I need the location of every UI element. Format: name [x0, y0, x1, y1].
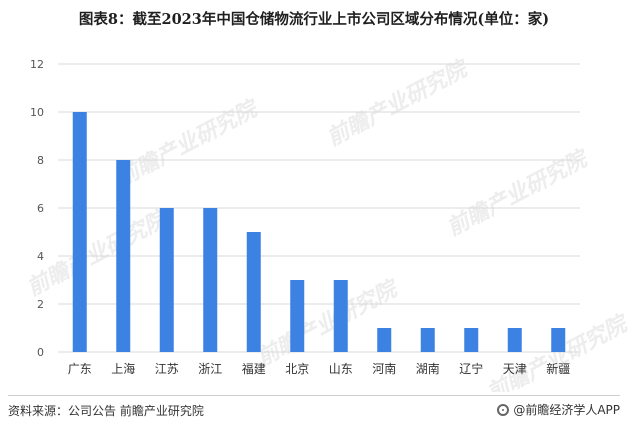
- bar: [203, 208, 218, 352]
- bar: [377, 328, 392, 352]
- bars: [72, 112, 566, 352]
- bar: [551, 328, 566, 352]
- y-tick-label: 8: [37, 154, 44, 167]
- x-tick-label: 湖南: [416, 361, 440, 376]
- brand-text: @前瞻经济学人APP: [513, 403, 620, 417]
- bar: [290, 280, 305, 352]
- watermark-layer: 前瞻产业研究院前瞻产业研究院前瞻产业研究院前瞻产业研究院前瞻产业研究院前瞻产业研…: [23, 54, 628, 392]
- y-axis-ticks: 0 2 4 6 8 10 12: [30, 58, 44, 359]
- bar-chart: 前瞻产业研究院前瞻产业研究院前瞻产业研究院前瞻产业研究院前瞻产业研究院前瞻产业研…: [23, 54, 628, 392]
- bar: [420, 328, 435, 352]
- y-tick-label: 4: [37, 250, 44, 263]
- bar: [246, 232, 261, 352]
- brand-credit: @前瞻经济学人APP: [497, 401, 620, 418]
- y-tick-label: 12: [30, 58, 44, 71]
- bar: [159, 208, 174, 352]
- x-tick-label: 上海: [111, 361, 135, 376]
- x-tick-label: 福建: [242, 361, 266, 376]
- x-tick-label: 辽宁: [459, 361, 483, 376]
- y-tick-label: 0: [37, 346, 44, 359]
- watermark-text: 前瞻产业研究院: [443, 144, 595, 241]
- x-tick-label: 新疆: [546, 361, 570, 376]
- bar: [72, 112, 87, 352]
- bar: [116, 160, 131, 352]
- watermark-text: 前瞻产业研究院: [23, 204, 175, 301]
- x-tick-label: 江苏: [155, 362, 179, 376]
- bar: [333, 280, 348, 352]
- watermark-text: 前瞻产业研究院: [113, 94, 265, 191]
- chart-title: 图表8：截至2023年中国仓储物流行业上市公司区域分布情况(单位：家): [78, 11, 550, 28]
- x-tick-label: 天津: [503, 362, 527, 376]
- y-tick-label: 6: [37, 202, 44, 215]
- watermark-text: 前瞻产业研究院: [323, 54, 475, 151]
- x-tick-label: 山东: [329, 362, 353, 376]
- footer-divider: [8, 395, 620, 396]
- brand-logo-icon: [497, 403, 510, 416]
- x-axis-ticks: 广东 上海 江苏 浙江 福建 北京 山东 河南 湖南 辽宁 天津 新疆: [68, 361, 571, 376]
- x-tick-label: 河南: [372, 361, 396, 376]
- x-tick-label: 浙江: [198, 362, 222, 376]
- watermark-text: 前瞻产业研究院: [253, 274, 405, 371]
- gridlines: [58, 63, 580, 353]
- y-tick-label: 2: [37, 298, 44, 311]
- bar: [507, 328, 522, 352]
- bar: [464, 328, 479, 352]
- source-note: 资料来源：公司公告 前瞻产业研究院: [8, 404, 204, 418]
- y-tick-label: 10: [30, 106, 44, 119]
- x-tick-label: 北京: [285, 362, 309, 376]
- x-tick-label: 广东: [68, 362, 92, 376]
